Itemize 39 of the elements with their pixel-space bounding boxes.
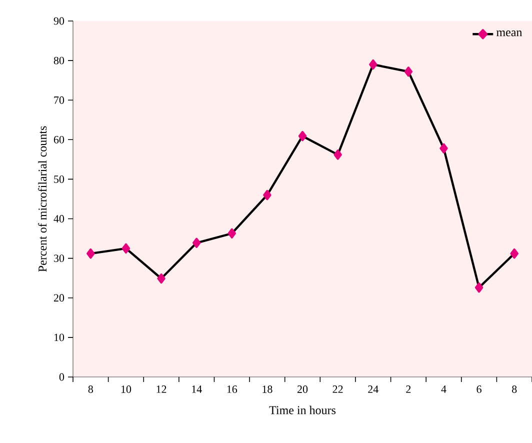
point (404, 66, 413, 77)
y-tick-label: 20 (54, 294, 64, 302)
y-tick-label: 80 (54, 56, 64, 64)
x-tick-label: 8 (512, 386, 517, 393)
x-tick-label: 24 (368, 386, 378, 393)
x-axis-title: Time in hours (269, 406, 336, 414)
x-tick-label: 4 (441, 386, 446, 393)
x-tick-label: 20 (297, 386, 308, 393)
y-tick-label: 50 (54, 176, 64, 183)
point (263, 190, 272, 200)
point (192, 238, 201, 248)
y-tick-label: 0 (59, 373, 64, 381)
point (157, 273, 166, 284)
x-tick-label: 6 (476, 386, 482, 393)
y-axis-title: Percent of microfilarial counts (38, 126, 47, 272)
y-tick-label: 30 (54, 254, 64, 262)
y-tick-label: 90 (54, 17, 64, 25)
point (369, 59, 378, 70)
y-tick-label: 10 (54, 334, 64, 342)
y-tick-label: 60 (54, 136, 64, 144)
x-tick-label: 22 (332, 386, 343, 393)
y-tick-label: 40 (54, 215, 64, 222)
point (474, 282, 484, 293)
x-tick-label: 8 (88, 386, 93, 393)
legend-label: mean (496, 30, 522, 36)
point (122, 243, 130, 254)
x-tick-label: 2 (406, 386, 411, 393)
x-tick-label: 14 (192, 386, 202, 393)
x-tick-label: 10 (121, 386, 132, 393)
point (510, 248, 518, 259)
y-tick-label: 70 (54, 96, 64, 104)
point (334, 150, 342, 160)
x-tick-label: 12 (156, 386, 166, 393)
point (228, 228, 236, 238)
point (298, 130, 307, 142)
x-tick-label: 18 (262, 386, 272, 393)
x-tick-label: 16 (227, 386, 238, 393)
point (86, 248, 95, 259)
point (440, 143, 448, 154)
